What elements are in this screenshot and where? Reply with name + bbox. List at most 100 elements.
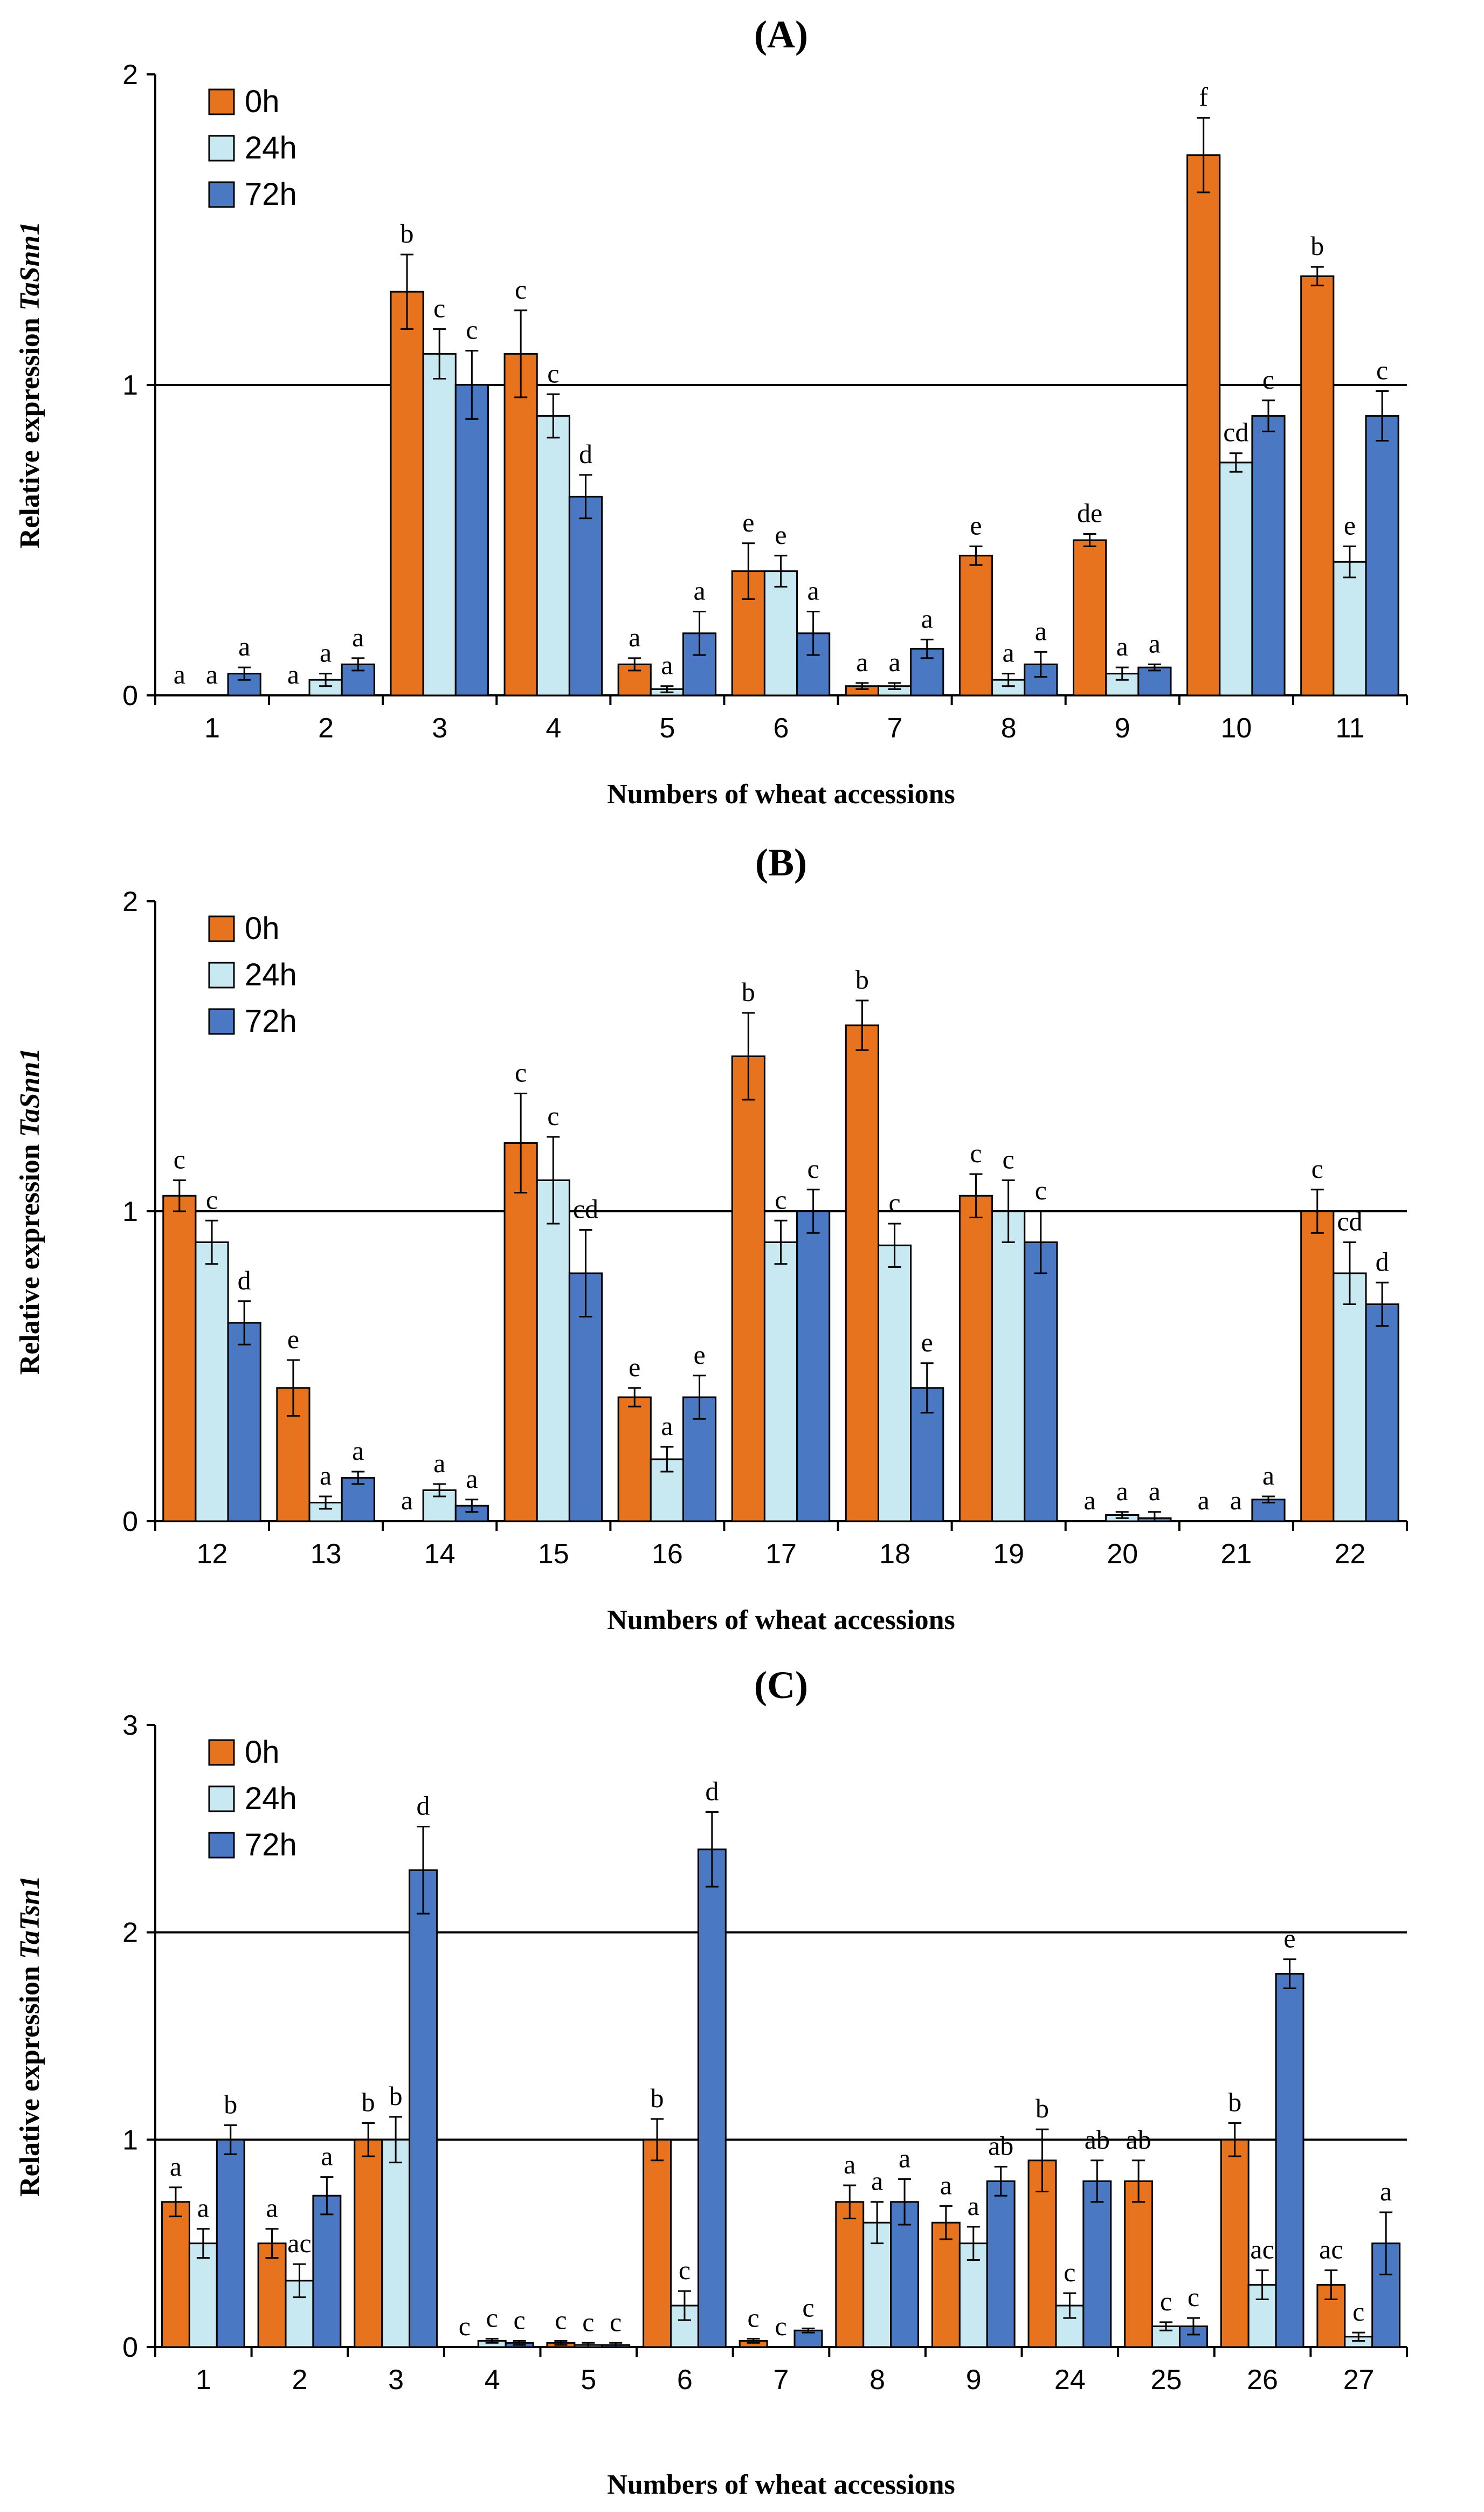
x-tick-label: 18 xyxy=(879,1538,910,1570)
bar-0h xyxy=(1124,2180,1154,2348)
significance-label: a xyxy=(197,2193,209,2223)
significance-label: e xyxy=(629,1352,640,1382)
x-tick-label: 4 xyxy=(546,713,561,744)
x-tick-label: 25 xyxy=(1151,2364,1182,2396)
significance-label: a xyxy=(888,647,900,677)
significance-label: c xyxy=(679,2255,691,2285)
significance-label: c xyxy=(748,2303,760,2333)
legend-swatch-72h xyxy=(208,1832,235,1859)
x-tick-label: 24 xyxy=(1054,2364,1086,2396)
significance-label: d xyxy=(705,1776,719,1806)
bar-72h xyxy=(341,1477,375,1522)
significance-label: c xyxy=(459,2311,471,2341)
significance-label: a xyxy=(1116,1476,1128,1506)
significance-label: a xyxy=(871,2166,883,2196)
legend-swatch-24h xyxy=(208,135,235,162)
significance-label: a xyxy=(693,575,705,605)
x-tick-label: 8 xyxy=(1001,713,1017,744)
significance-label: b xyxy=(389,2081,403,2111)
significance-label: a xyxy=(287,659,299,689)
bar-0h xyxy=(731,1055,765,1522)
legend-swatch-0h xyxy=(208,88,235,115)
bar-0h xyxy=(390,291,424,696)
significance-label: a xyxy=(321,2141,333,2171)
significance-label: c xyxy=(555,2304,567,2335)
significance-label: de xyxy=(1077,498,1102,528)
bar-72h xyxy=(312,2194,342,2348)
significance-label: a xyxy=(899,2143,910,2173)
y-tick-label: 1 xyxy=(122,2124,138,2156)
bar-24h xyxy=(381,2138,411,2348)
y-tick-label: 1 xyxy=(122,370,138,401)
bar-0h xyxy=(161,2201,190,2348)
x-tick-label: 19 xyxy=(993,1538,1024,1570)
significance-label: c xyxy=(970,1138,982,1168)
bar-24h xyxy=(877,1244,912,1522)
x-tick-label: 5 xyxy=(659,713,675,744)
significance-label: a xyxy=(466,1464,478,1494)
significance-label: c xyxy=(1262,364,1274,395)
bar-72h xyxy=(1251,1499,1286,1522)
significance-label: d xyxy=(238,1265,251,1295)
significance-label: a xyxy=(320,1460,332,1490)
significance-label: a xyxy=(1003,638,1014,668)
bar-24h xyxy=(862,2221,892,2348)
significance-label: c xyxy=(515,1058,527,1088)
x-tick-label: 7 xyxy=(887,713,903,744)
y-tick-label: 3 xyxy=(122,1710,138,1741)
x-tick-label: 3 xyxy=(388,2364,404,2396)
significance-label: a xyxy=(401,1485,413,1515)
x-tick-label: 6 xyxy=(774,713,789,744)
x-tick-label: 6 xyxy=(677,2364,693,2396)
y-axis-label-gene: TaSnn1 xyxy=(15,1048,45,1137)
significance-label: b xyxy=(855,964,869,995)
x-tick-label: 15 xyxy=(538,1538,569,1570)
legend-label: 72h xyxy=(245,1004,297,1039)
significance-label: e xyxy=(921,1327,933,1357)
x-axis-label: Numbers of wheat accessions xyxy=(607,1605,955,1635)
y-axis-label: Relative expression TaSnn1 xyxy=(15,222,45,549)
x-tick-label: 3 xyxy=(432,713,447,744)
significance-label: a xyxy=(661,1411,673,1441)
y-tick-label: 2 xyxy=(122,886,138,917)
legend-swatch-24h xyxy=(208,962,235,989)
legend-label: 24h xyxy=(245,1781,297,1816)
significance-label: d xyxy=(579,439,592,469)
significance-label: e xyxy=(693,1340,705,1370)
x-tick-label: 9 xyxy=(966,2364,982,2396)
legend-swatch-0h xyxy=(208,1739,235,1766)
bar-0h xyxy=(1300,1210,1335,1522)
bar-0h xyxy=(931,2221,961,2348)
bar-0h xyxy=(617,1396,652,1522)
significance-label: a xyxy=(238,631,250,661)
significance-label: a xyxy=(170,2151,182,2182)
y-axis-label-text: Relative expression xyxy=(15,1137,45,1375)
significance-label: c xyxy=(1352,2296,1364,2327)
legend-label: 72h xyxy=(245,177,297,212)
significance-label: cd xyxy=(1223,417,1248,447)
significance-label: c xyxy=(1064,2257,1075,2287)
significance-label: d xyxy=(1376,1246,1389,1276)
significance-label: e xyxy=(742,507,754,537)
bar-24h xyxy=(422,353,457,696)
bar-0h xyxy=(1220,2138,1250,2348)
x-tick-label: 16 xyxy=(652,1538,683,1570)
chart-title: (A) xyxy=(754,13,808,56)
x-axis-label: Numbers of wheat accessions xyxy=(607,779,955,810)
significance-label: a xyxy=(174,659,185,689)
bar-72h xyxy=(986,2180,1016,2348)
significance-label: c xyxy=(807,1154,819,1184)
bar-72h xyxy=(409,1869,438,2348)
significance-label: c xyxy=(582,2307,594,2337)
bar-0h xyxy=(503,353,538,696)
legend-swatch-72h xyxy=(208,1008,235,1035)
significance-label: e xyxy=(970,510,982,541)
legend-label: 0h xyxy=(245,911,280,946)
bar-72h xyxy=(454,384,489,696)
significance-label: a xyxy=(940,2170,952,2200)
chart-title: (B) xyxy=(755,841,807,884)
significance-label: f xyxy=(1199,82,1208,112)
x-tick-label: 4 xyxy=(485,2364,500,2396)
bar-0h xyxy=(1186,154,1221,696)
significance-label: c xyxy=(433,293,445,323)
